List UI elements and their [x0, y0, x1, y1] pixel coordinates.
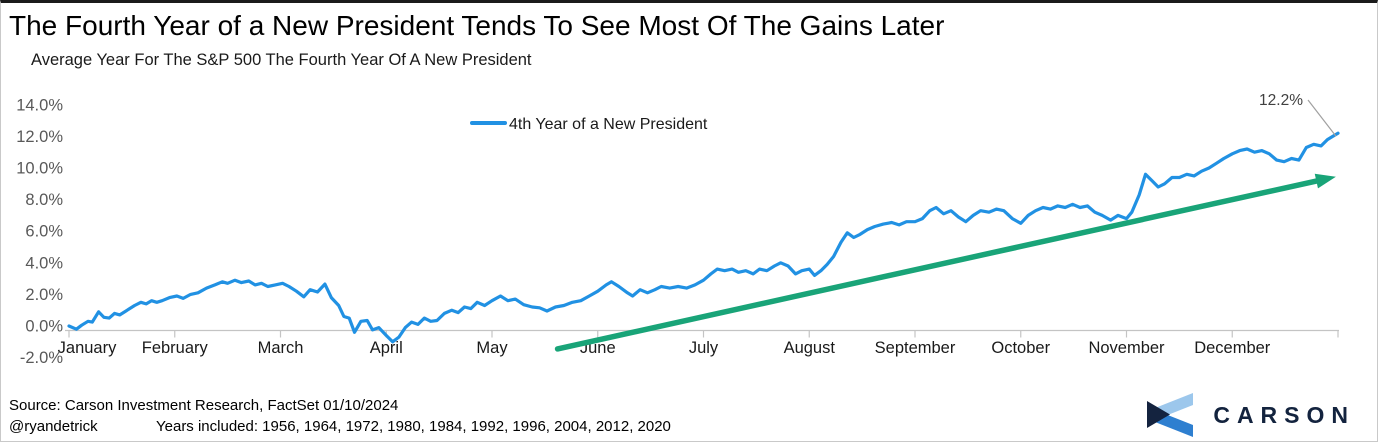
source-note: Source: Carson Investment Research, Fact…	[9, 397, 399, 414]
trend-arrow-head	[1314, 173, 1336, 189]
x-axis-label: March	[258, 339, 304, 357]
series-line	[67, 131, 1340, 344]
y-axis-label: 6.0%	[25, 223, 63, 241]
end-value-annotation: 12.2%	[1259, 92, 1303, 109]
carson-logo-icon	[1147, 393, 1194, 437]
x-axis-label: February	[142, 339, 209, 357]
carson-logo: CARSON	[1147, 393, 1355, 437]
y-axis-label: 0.0%	[25, 318, 63, 336]
author-handle: @ryandetrick	[9, 418, 98, 435]
carson-logo-text: CARSON	[1213, 401, 1355, 428]
y-axis-label: 14.0%	[16, 96, 63, 114]
x-axis-label: September	[875, 339, 956, 357]
x-axis-label: January	[58, 339, 117, 357]
x-axis-label: August	[784, 339, 836, 357]
chart-svg: January February March April May June July Augu…	[16, 92, 1340, 367]
y-axis-label: 4.0%	[25, 254, 63, 272]
x-axis-label: December	[1194, 339, 1271, 357]
x-axis-label: November	[1088, 339, 1165, 357]
x-axis-label: October	[991, 339, 1050, 357]
years-included-note: Years included: 1956, 1964, 1972, 1980, …	[156, 418, 671, 435]
y-axis-label: 2.0%	[25, 286, 63, 304]
annotation-connector	[1307, 99, 1337, 137]
y-axis-label: -2.0%	[20, 349, 63, 367]
x-axis-label: July	[689, 339, 719, 357]
y-axis-label: 12.0%	[16, 128, 63, 146]
y-axis-label: 8.0%	[25, 191, 63, 209]
legend-label: 4th Year of a New President	[509, 116, 708, 133]
y-axis-label: 10.0%	[16, 160, 63, 178]
logo-dark-triangle	[1147, 401, 1171, 428]
page-title: The Fourth Year of a New President Tends…	[9, 10, 945, 41]
x-axis-label: May	[476, 339, 508, 357]
x-axis-label: April	[370, 339, 403, 357]
chart-subtitle: Average Year For The S&P 500 The Fourth …	[31, 51, 532, 69]
trend-arrow-shaft	[554, 178, 1320, 352]
